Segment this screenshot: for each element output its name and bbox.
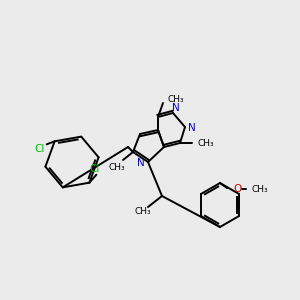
Text: O: O <box>234 184 242 194</box>
Text: CH₃: CH₃ <box>109 163 125 172</box>
Text: CH₃: CH₃ <box>135 208 151 217</box>
Text: CH₃: CH₃ <box>252 184 268 194</box>
Text: N: N <box>137 158 145 168</box>
Text: N: N <box>188 123 196 133</box>
Text: CH₃: CH₃ <box>167 95 184 104</box>
Text: Cl: Cl <box>34 144 45 154</box>
Text: Cl: Cl <box>89 164 100 174</box>
Text: CH₃: CH₃ <box>197 139 214 148</box>
Text: N: N <box>172 103 180 113</box>
